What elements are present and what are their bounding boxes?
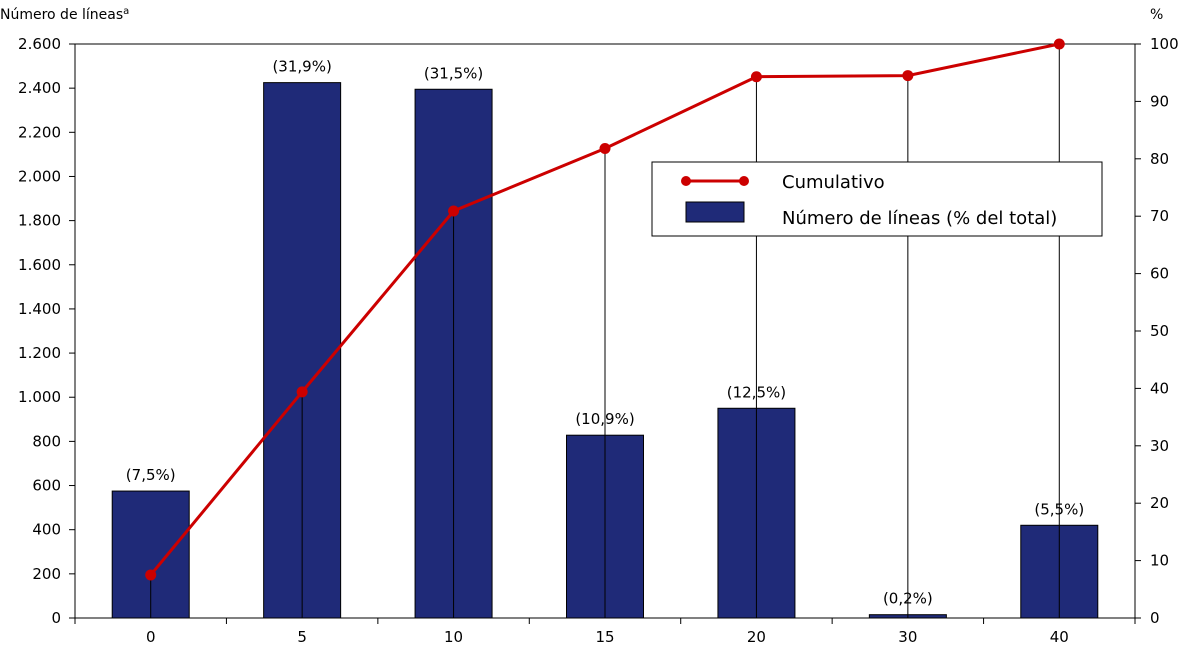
legend: Cumulativo Número de líneas (% del total… bbox=[651, 161, 1103, 237]
left-tick-label-200: 200 bbox=[32, 565, 61, 583]
left-axis-title: Número de líneasa bbox=[0, 6, 129, 23]
right-tick-label-40: 40 bbox=[1150, 379, 1169, 397]
right-tick-label-60: 60 bbox=[1150, 265, 1169, 283]
left-tick-label-2.600: 2.600 bbox=[18, 35, 61, 53]
right-tick-label-10: 10 bbox=[1150, 552, 1169, 570]
right-tick-label-30: 30 bbox=[1150, 437, 1169, 455]
category-label-10: 10 bbox=[444, 628, 463, 646]
right-tick-label-90: 90 bbox=[1150, 92, 1169, 110]
cumulative-point-20 bbox=[750, 71, 762, 83]
bar-value-label-15: (10,9%) bbox=[575, 410, 634, 428]
legend-line-marker-end bbox=[739, 176, 749, 186]
bar-value-label-10: (31,5%) bbox=[424, 64, 483, 82]
legend-line-marker-start bbox=[681, 176, 691, 186]
cumulative-point-0 bbox=[145, 569, 157, 581]
right-tick-label-50: 50 bbox=[1150, 322, 1169, 340]
category-label-0: 0 bbox=[146, 628, 156, 646]
left-axis-title-main: Número de líneas bbox=[0, 7, 123, 23]
left-tick-label-1.200: 1.200 bbox=[18, 344, 61, 362]
cumulative-point-30 bbox=[902, 70, 914, 82]
left-tick-label-2.200: 2.200 bbox=[18, 123, 61, 141]
category-label-5: 5 bbox=[297, 628, 307, 646]
left-tick-label-2.000: 2.000 bbox=[18, 167, 61, 185]
cumulative-point-5 bbox=[296, 386, 308, 398]
cumulative-point-40 bbox=[1053, 38, 1065, 50]
right-tick-label-80: 80 bbox=[1150, 150, 1169, 168]
cumulative-line-layer bbox=[145, 38, 1065, 618]
legend-bar-swatch bbox=[685, 201, 745, 223]
left-tick-label-1.800: 1.800 bbox=[18, 212, 61, 230]
category-label-15: 15 bbox=[595, 628, 614, 646]
bar-value-label-20: (12,5%) bbox=[727, 383, 786, 401]
legend-box bbox=[651, 161, 1103, 237]
bottom-axis: 0 5 10 15 20 30 40 bbox=[74, 618, 1136, 646]
left-tick-label-0: 0 bbox=[51, 609, 61, 627]
category-label-40: 40 bbox=[1050, 628, 1069, 646]
right-tick-label-0: 0 bbox=[1150, 609, 1160, 627]
legend-line-label: Cumulativo bbox=[782, 172, 885, 193]
right-tick-label-70: 70 bbox=[1150, 207, 1169, 225]
right-tick-label-20: 20 bbox=[1150, 494, 1169, 512]
left-tick-label-1.000: 1.000 bbox=[18, 388, 61, 406]
left-axis: 0 200 400 600 800 1.000 1.200 1.400 1.600 1.800 2.… bbox=[18, 35, 75, 627]
right-axis-title: % bbox=[1150, 7, 1163, 23]
legend-bar-label: Número de líneas (% del total) bbox=[782, 208, 1057, 229]
axis-titles: Número de líneasa % bbox=[0, 6, 1163, 23]
left-tick-label-1.400: 1.400 bbox=[18, 300, 61, 318]
left-tick-label-1.600: 1.600 bbox=[18, 256, 61, 274]
bar-value-label-40: (5,5%) bbox=[1034, 500, 1084, 518]
left-tick-label-800: 800 bbox=[32, 432, 61, 450]
right-tick-label-100: 100 bbox=[1150, 35, 1179, 53]
category-label-30: 30 bbox=[898, 628, 917, 646]
left-tick-label-400: 400 bbox=[32, 521, 61, 539]
bar-labels-layer: (7,5%) (31,9%) (31,5%) (10,9%) (12,5%) (0,2%)… bbox=[126, 58, 1084, 608]
cumulative-point-10 bbox=[448, 205, 460, 217]
bar-value-label-5: (31,9%) bbox=[272, 58, 331, 76]
bar-value-label-0: (7,5%) bbox=[126, 466, 176, 484]
right-axis: 0 10 20 30 40 50 60 70 80 90 100 bbox=[1135, 35, 1179, 627]
category-label-20: 20 bbox=[747, 628, 766, 646]
left-tick-label-600: 600 bbox=[32, 477, 61, 495]
bar-value-label-30: (0,2%) bbox=[883, 590, 933, 608]
cumulative-point-15 bbox=[599, 142, 611, 154]
left-tick-label-2.400: 2.400 bbox=[18, 79, 61, 97]
left-axis-title-superscript: a bbox=[123, 6, 129, 17]
